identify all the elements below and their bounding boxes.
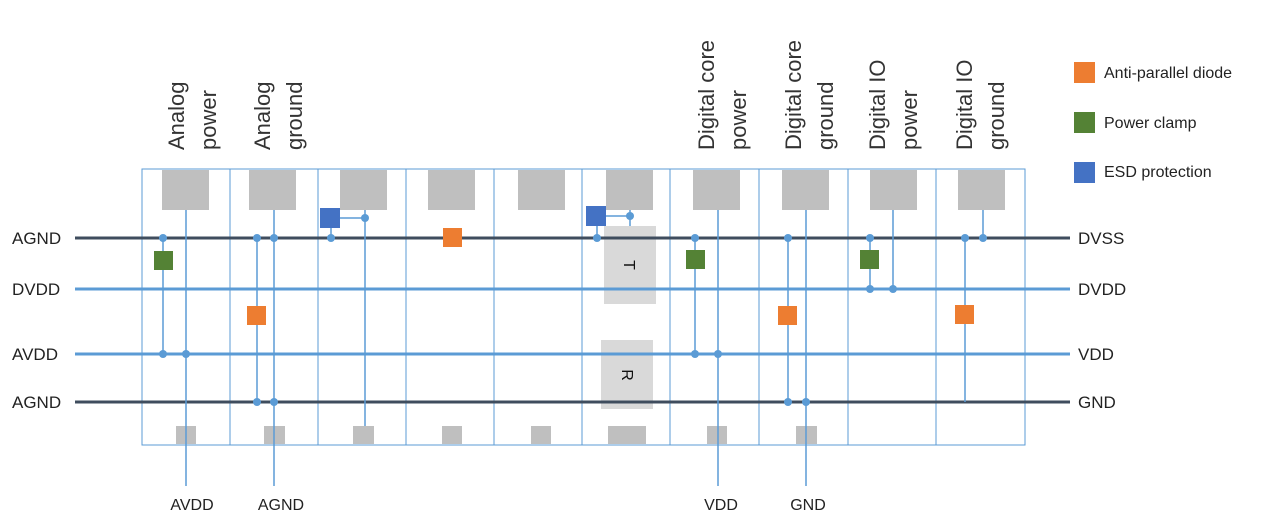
pad-cell-7	[669, 168, 760, 446]
rail-labels: AGND DVDD AVDD AGND DVSS DVDD VDD GND	[12, 229, 1126, 412]
junction	[866, 234, 874, 242]
top-pad-8	[782, 170, 829, 210]
top-pad-2	[249, 170, 296, 210]
legend-label-diode: Anti-parallel diode	[1104, 65, 1232, 82]
junction	[626, 212, 634, 220]
pad-title-digital-core-ground-line1: Digital core	[781, 40, 806, 150]
rail-label-right-4: GND	[1078, 393, 1116, 412]
power-clamp-digital-io	[860, 250, 879, 269]
junction	[714, 350, 722, 358]
pad-titles: Analog power Analog ground Digital core …	[164, 40, 1009, 150]
pad-cell-4	[405, 168, 495, 446]
rail-label-left-4: AGND	[12, 393, 61, 412]
junction	[182, 350, 190, 358]
top-pad-5	[518, 170, 565, 210]
junction	[270, 234, 278, 242]
anti-parallel-diode-digital-core-ground	[778, 306, 797, 325]
pad-title-analog-ground-line2: ground	[282, 81, 307, 150]
legend-swatch-diode	[1074, 62, 1095, 83]
split-block-bottom	[601, 340, 653, 409]
top-pad-10	[958, 170, 1005, 210]
pad-title-digital-io-power-line2: power	[897, 90, 922, 150]
bottom-pad-6	[608, 426, 646, 444]
split-label-bottom: R	[618, 369, 635, 381]
top-pad-9	[870, 170, 917, 210]
rail-label-right-1: DVSS	[1078, 229, 1124, 248]
legend-swatch-esd	[1074, 162, 1095, 183]
junction	[784, 234, 792, 242]
rail-label-left-1: AGND	[12, 229, 61, 248]
bottom-pad-4	[442, 426, 462, 444]
anti-parallel-diode-cell4	[443, 228, 462, 247]
junction	[979, 234, 987, 242]
legend-label-esd: ESD protection	[1104, 164, 1212, 181]
pad-title-analog-ground-line1: Analog	[250, 81, 275, 150]
pad-title-digital-core-power-line1: Digital core	[694, 40, 719, 150]
bottom-label-agnd: AGND	[258, 497, 304, 514]
components	[154, 206, 974, 325]
pad-cell-5	[493, 168, 583, 446]
legend-swatch-clamp	[1074, 112, 1095, 133]
pad-cells	[141, 168, 1026, 446]
rails	[75, 236, 1070, 404]
bottom-pads	[176, 426, 817, 444]
top-pad-4	[428, 170, 475, 210]
rail-label-left-2: DVDD	[12, 280, 60, 299]
junction	[159, 234, 167, 242]
junction	[327, 234, 335, 242]
top-pad-1	[162, 170, 209, 210]
junction	[270, 398, 278, 406]
top-pad-3	[340, 170, 387, 210]
pad-cell-9	[847, 168, 937, 446]
junction	[802, 398, 810, 406]
junction	[253, 234, 261, 242]
junction	[691, 350, 699, 358]
bottom-labels: AVDD AGND VDD GND	[170, 497, 825, 514]
junction	[361, 214, 369, 222]
top-pad-6	[606, 170, 653, 210]
junction	[691, 234, 699, 242]
esd-protection-cell6	[586, 206, 606, 226]
junction	[784, 398, 792, 406]
rail-label-right-2: DVDD	[1078, 280, 1126, 299]
junction	[961, 234, 969, 242]
legend-label-clamp: Power clamp	[1104, 115, 1197, 132]
junction	[593, 234, 601, 242]
pad-title-digital-core-ground-line2: ground	[813, 81, 838, 150]
pad-cell-10	[935, 168, 1026, 446]
junction	[253, 398, 261, 406]
pad-title-digital-io-power-line1: Digital IO	[865, 60, 890, 150]
rail-label-left-3: AVDD	[12, 345, 58, 364]
pad-title-analog-power-line1: Analog	[164, 81, 189, 150]
top-pad-7	[693, 170, 740, 210]
junctions	[159, 212, 987, 406]
bottom-pad-5	[531, 426, 551, 444]
pad-title-digital-io-ground-line1: Digital IO	[952, 60, 977, 150]
split-label-top: T	[620, 260, 637, 270]
bottom-pad-3	[353, 426, 374, 444]
anti-parallel-diode-digital-io-ground	[955, 305, 974, 324]
junction	[159, 350, 167, 358]
top-pads	[162, 170, 1005, 210]
bottom-label-gnd: GND	[790, 497, 826, 514]
bottom-label-avdd: AVDD	[170, 497, 213, 514]
power-clamp-digital-core	[686, 250, 705, 269]
anti-parallel-diode-analog-ground	[247, 306, 266, 325]
junction	[889, 285, 897, 293]
power-clamp-analog-power	[154, 251, 173, 270]
bottom-pad-7	[707, 426, 727, 444]
pad-title-digital-io-ground-line2: ground	[984, 81, 1009, 150]
bottom-label-vdd: VDD	[704, 497, 738, 514]
esd-protection-cell3	[320, 208, 340, 228]
junction	[866, 285, 874, 293]
pad-title-analog-power-line2: power	[196, 90, 221, 150]
legend: Anti-parallel diode Power clamp ESD prot…	[1074, 62, 1232, 183]
rail-label-right-3: VDD	[1078, 345, 1114, 364]
pad-title-digital-core-power-line2: power	[726, 90, 751, 150]
